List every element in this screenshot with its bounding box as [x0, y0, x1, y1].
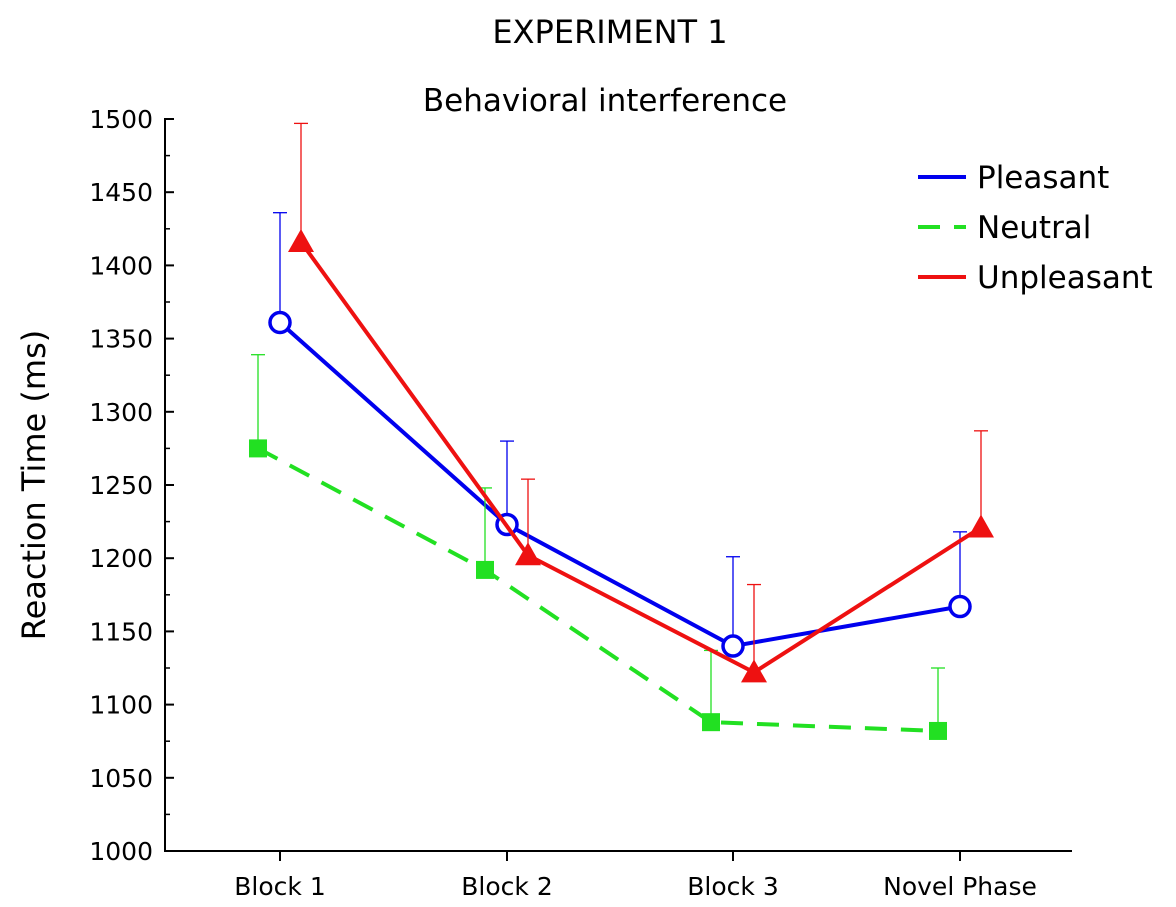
y-tick-label: 1300	[89, 398, 153, 427]
legend: Pleasant Neutral Unpleasant	[918, 160, 1153, 296]
data-point	[702, 713, 720, 732]
y-tick-label: 1250	[89, 471, 153, 500]
x-tick-label: Block 3	[687, 872, 778, 901]
x-tick-label: Block 2	[461, 872, 552, 901]
series-pleasant	[268, 212, 972, 658]
chart-title: EXPERIMENT 1	[492, 13, 727, 51]
data-point	[929, 721, 947, 740]
x-tick-label: Block 1	[234, 872, 325, 901]
y-tick-label: 1000	[89, 837, 153, 866]
data-point	[948, 594, 972, 619]
series-neutral	[249, 354, 947, 740]
series-unpleasant	[288, 122, 994, 683]
y-tick-label: 1150	[89, 617, 153, 646]
legend-label-pleasant: Pleasant	[977, 160, 1109, 196]
y-tick-label: 1450	[89, 178, 153, 207]
y-axis-title: Reaction Time (ms)	[15, 330, 53, 640]
data-point	[741, 659, 767, 683]
legend-label-neutral: Neutral	[977, 210, 1091, 246]
y-tick-label: 1500	[89, 105, 153, 134]
y-tick-label: 1200	[89, 544, 153, 573]
series-line	[299, 240, 983, 675]
data-point	[968, 514, 994, 538]
axes: 1000 1050 1100 1150 1200 1250 1300 1350 1400 1450…	[15, 105, 1072, 901]
y-tick-label: 1050	[89, 764, 153, 793]
data-point	[288, 228, 314, 252]
data-point	[268, 310, 292, 335]
x-tick-label: Novel Phase	[883, 872, 1037, 901]
y-tick-label: 1100	[89, 691, 153, 720]
chart-subtitle: Behavioral interference	[423, 83, 787, 119]
data-point	[721, 634, 745, 658]
data-point	[249, 439, 267, 458]
series-layer	[249, 122, 994, 740]
data-point	[515, 542, 541, 566]
data-point	[476, 560, 494, 579]
y-tick-label: 1350	[89, 325, 153, 354]
y-tick-label: 1400	[89, 251, 153, 280]
legend-label-unpleasant: Unpleasant	[977, 260, 1153, 296]
series-line	[278, 321, 961, 649]
series-line	[257, 446, 939, 733]
